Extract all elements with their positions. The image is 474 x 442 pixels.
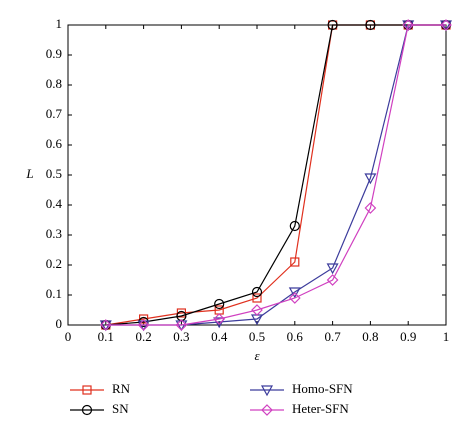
x-axis-label: ε [254, 348, 260, 363]
marker [326, 263, 339, 275]
y-axis-label: L [25, 166, 33, 181]
marker [365, 19, 376, 31]
plot-frame [67, 24, 447, 326]
marker [260, 385, 274, 397]
marker [290, 257, 300, 267]
x-tick-label: 0 [65, 329, 72, 344]
x-tick-label: 0.8 [362, 329, 378, 344]
marker [252, 293, 262, 303]
marker [214, 298, 225, 310]
legend-label: RN [112, 381, 131, 396]
series-line [105, 24, 446, 326]
marker [327, 19, 338, 31]
y-tick-label: 0.4 [46, 196, 63, 211]
y-tick-label: 0.3 [46, 226, 62, 241]
marker [82, 385, 92, 395]
marker [175, 319, 188, 331]
marker [440, 19, 452, 31]
x-tick-label: 0.7 [324, 329, 341, 344]
marker [402, 19, 415, 31]
marker [288, 292, 301, 304]
x-tick-label: 0.2 [135, 329, 151, 344]
marker [213, 313, 226, 325]
x-tick-label: 0.5 [249, 329, 265, 344]
y-tick-label: 0.7 [46, 106, 63, 121]
x-tick-label: 0.4 [211, 329, 228, 344]
y-tick-label: 1 [56, 16, 63, 31]
marker [213, 317, 226, 329]
marker [81, 404, 93, 416]
x-tick-label: 0.3 [173, 329, 189, 344]
x-tick-label: 1 [443, 329, 450, 344]
x-tick-label: 0.9 [400, 329, 416, 344]
marker [289, 220, 300, 232]
legend-label: SN [112, 401, 129, 416]
marker [137, 319, 150, 331]
marker [288, 287, 301, 299]
y-tick-label: 0.8 [46, 76, 62, 91]
x-tick-label: 0.1 [98, 329, 114, 344]
x-tick-label: 0.6 [287, 329, 304, 344]
marker [99, 319, 112, 331]
y-tick-label: 0.9 [46, 46, 62, 61]
marker [261, 404, 273, 416]
marker [251, 286, 263, 298]
marker [364, 202, 377, 214]
y-tick-label: 0.1 [46, 286, 62, 301]
marker [364, 173, 377, 185]
series-line [105, 24, 446, 326]
legend-label: Homo-SFN [292, 381, 353, 396]
y-tick-label: 0.2 [46, 256, 62, 271]
legend-label: Heter-SFN [292, 401, 349, 416]
y-tick-label: 0 [56, 316, 63, 331]
series-line [105, 24, 446, 326]
marker [251, 304, 263, 316]
marker [326, 274, 339, 286]
y-tick-label: 0.6 [46, 136, 63, 151]
y-tick-label: 0.5 [46, 166, 62, 181]
